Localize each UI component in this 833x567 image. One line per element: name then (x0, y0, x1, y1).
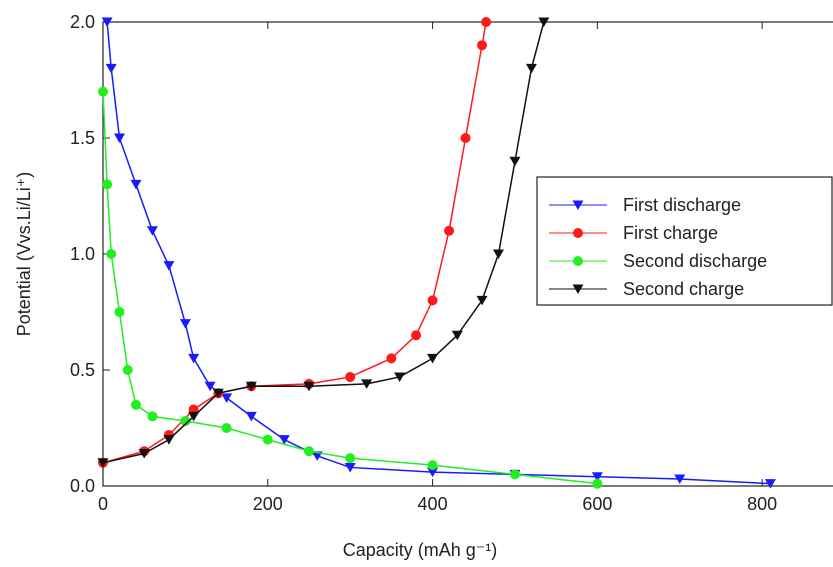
marker (278, 435, 290, 445)
marker (105, 63, 117, 74)
marker (476, 295, 488, 306)
legend-label: First charge (623, 223, 718, 243)
marker (427, 467, 439, 478)
series-line (102, 21, 545, 464)
marker (179, 319, 191, 329)
marker (221, 393, 233, 403)
marker (386, 353, 397, 364)
y-tick-label: 1.5 (70, 128, 95, 148)
legend-marker (572, 284, 584, 294)
marker (509, 469, 520, 480)
marker (492, 249, 504, 259)
marker (101, 17, 113, 27)
marker (764, 479, 776, 489)
marker (163, 435, 175, 445)
marker (212, 388, 224, 399)
marker (444, 225, 455, 236)
marker (262, 434, 273, 445)
marker (344, 462, 356, 473)
x-tick-label: 800 (747, 494, 777, 514)
x-axis-label: Capacity (mAh g⁻¹) (343, 540, 498, 560)
legend-label: Second charge (623, 279, 744, 299)
marker (451, 330, 463, 341)
marker (591, 472, 603, 482)
marker (97, 458, 109, 468)
marker (122, 365, 133, 375)
marker (163, 261, 175, 271)
marker (188, 411, 200, 422)
marker (245, 381, 257, 392)
x-tick-label: 400 (418, 494, 448, 514)
marker (303, 381, 315, 392)
marker (345, 453, 356, 464)
marker (147, 411, 158, 422)
marker (138, 449, 150, 459)
marker (525, 63, 537, 74)
marker (411, 330, 422, 341)
marker (180, 416, 191, 427)
marker (221, 423, 232, 433)
marker (460, 133, 471, 143)
x-tick-label: 0 (98, 494, 108, 514)
marker (106, 249, 117, 259)
marker (204, 381, 216, 392)
marker (427, 353, 439, 364)
y-axis-label: Potential (Vvs.Li/Li⁺) (14, 172, 34, 337)
marker (113, 133, 125, 143)
marker (303, 446, 314, 457)
marker (114, 307, 125, 317)
marker (538, 17, 550, 27)
y-tick-label: 0.5 (70, 360, 95, 380)
marker (361, 379, 373, 389)
marker (130, 399, 141, 410)
marker (592, 478, 603, 489)
marker (477, 40, 488, 51)
marker (427, 460, 438, 471)
legend-marker (572, 200, 584, 210)
legend-marker (573, 256, 583, 266)
marker (102, 179, 113, 190)
y-tick-label: 0.0 (70, 476, 95, 496)
marker (98, 86, 108, 97)
marker (245, 411, 257, 422)
marker (427, 295, 438, 306)
x-tick-label: 600 (582, 494, 612, 514)
marker (481, 17, 492, 27)
marker (509, 156, 521, 167)
x-tick-label: 200 (253, 494, 283, 514)
legend-box (536, 176, 833, 306)
series-line (102, 91, 598, 485)
y-tick-label: 2.0 (70, 12, 95, 32)
legend-label: First discharge (623, 195, 741, 215)
legend-label: Second discharge (623, 251, 767, 271)
marker (130, 179, 142, 190)
legend-marker (573, 228, 583, 238)
marker (345, 371, 356, 382)
y-tick-label: 1.0 (70, 244, 95, 264)
marker (674, 474, 686, 485)
marker (394, 372, 406, 382)
marker (146, 226, 158, 236)
marker (188, 353, 200, 364)
series-line (102, 21, 487, 464)
